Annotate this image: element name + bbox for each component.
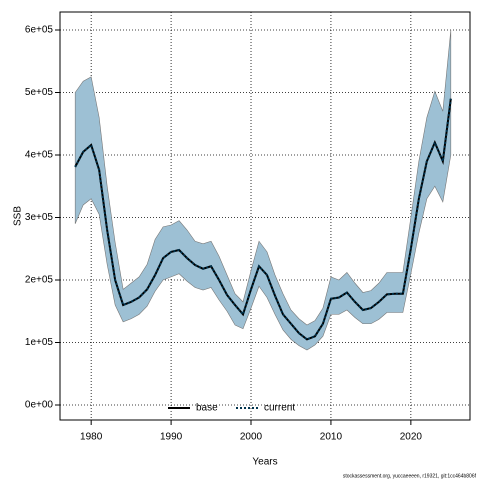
footnote: stockassessment.org, yuccaeeeen, r19321,… (343, 473, 477, 479)
line (74, 98, 452, 341)
x-tick-label: 2010 (320, 432, 343, 443)
y-tick-label: 6e+05 (25, 25, 54, 36)
y-axis-label: SSB (13, 206, 24, 226)
x-tick-label: 1990 (160, 432, 183, 443)
confidence-band (74, 29, 452, 351)
x-tick-label: 2020 (400, 432, 423, 443)
y-tick-label: 1e+05 (25, 337, 54, 348)
y-tick-label: 2e+05 (25, 275, 54, 286)
x-tick-label: 2000 (240, 432, 263, 443)
y-tick-label: 4e+05 (25, 150, 54, 161)
y-tick-label: 0e+00 (25, 400, 54, 411)
legend-label: current (264, 403, 295, 414)
y-tick-label: 5e+05 (25, 87, 54, 98)
y-tick-label: 3e+05 (25, 212, 54, 223)
legend-label: base (196, 403, 218, 414)
x-axis-label: Years (252, 457, 277, 468)
x-tick-label: 1980 (80, 432, 103, 443)
plot-frame (59, 11, 471, 421)
